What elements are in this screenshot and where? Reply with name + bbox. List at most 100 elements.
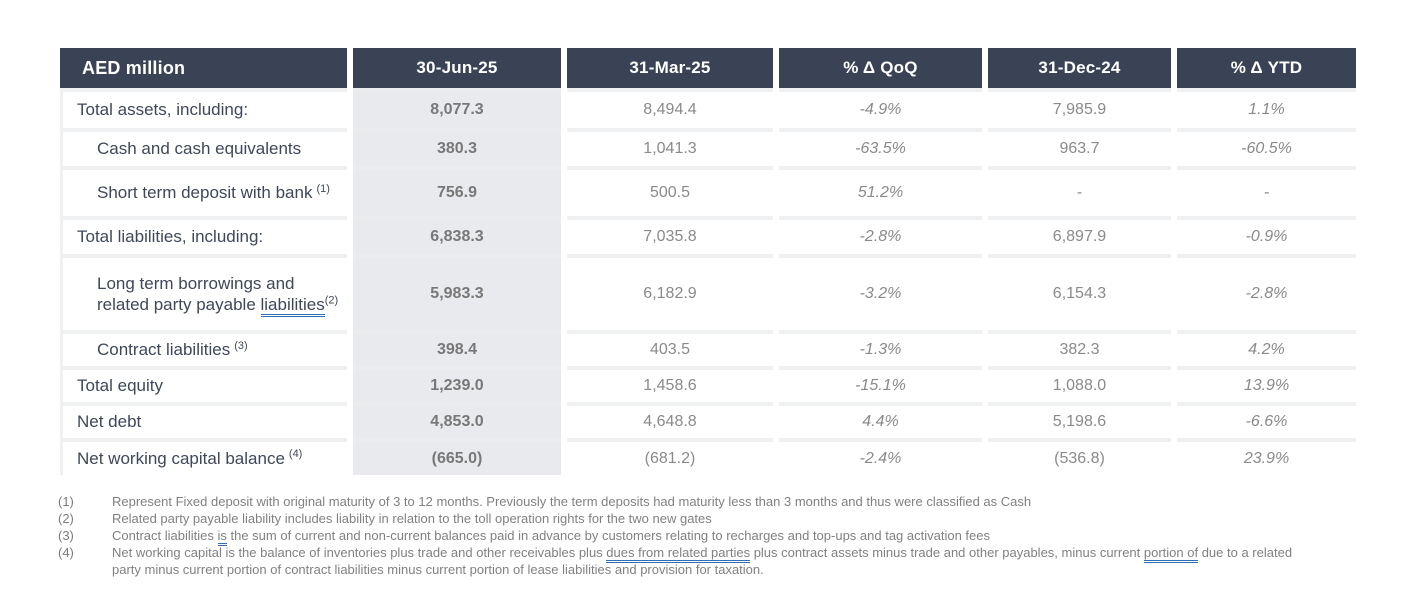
footnote-text: due to a related party minus current por… (112, 545, 1293, 577)
footnote-text: Net working capital is the balance of in… (112, 544, 1317, 578)
value-cell: -15.1% (779, 366, 982, 402)
row-label-text: Contract liabilities (3) (97, 339, 248, 360)
value-cell: -63.5% (779, 128, 982, 166)
row-label-text: Short term deposit with bank (97, 183, 313, 203)
balance-sheet-table: AED million 30-Jun-25 31-Mar-25 % Δ QoQ … (60, 48, 1356, 475)
value-cell: 6,154.3 (988, 254, 1171, 330)
value-cell: 1,458.6 (567, 366, 773, 402)
footnote-ref: (2) (324, 294, 339, 307)
row-label-text: Long term borrowings and related party p… (97, 273, 341, 317)
column-header-30-jun-25: 30-Jun-25 (353, 48, 561, 88)
grammar-underline: dues from related parties (606, 545, 751, 563)
row-label-contract-liabilities: Contract liabilities (3) (60, 330, 347, 366)
row-label-net-working-capital: Net working capital balance (4) (60, 438, 347, 475)
value-cell: -3.2% (779, 254, 982, 330)
value-cell: -0.9% (1177, 216, 1356, 254)
value-cell: 7,035.8 (567, 216, 773, 254)
column-header-pct-ytd: % Δ YTD (1177, 48, 1356, 88)
value-cell: 8,077.3 (353, 88, 561, 128)
row-label-text: Short term deposit with bank (1) (97, 182, 330, 203)
value-cell: -2.4% (779, 438, 982, 475)
row-label-net-debt: Net debt (60, 402, 347, 438)
value-cell: 4.4% (779, 402, 982, 438)
value-cell: 1,088.0 (988, 366, 1171, 402)
value-cell: 6,838.3 (353, 216, 561, 254)
footnote-2: (2) Related party payable liability incl… (58, 510, 1358, 527)
value-cell: 1,239.0 (353, 366, 561, 402)
value-cell: 756.9 (353, 166, 561, 216)
row-label-text: Long term borrowings and related party p… (97, 273, 295, 314)
value-cell: 8,494.4 (567, 88, 773, 128)
footnote-text: plus contract assets minus trade and oth… (750, 545, 1144, 560)
value-cell: 5,983.3 (353, 254, 561, 330)
row-label-total-assets: Total assets, including: (60, 88, 347, 128)
value-cell: -1.3% (779, 330, 982, 366)
footnote-text: Represent Fixed deposit with original ma… (112, 494, 1032, 509)
grammar-underline: is (217, 528, 227, 546)
value-cell: 1.1% (1177, 88, 1356, 128)
value-cell: -60.5% (1177, 128, 1356, 166)
value-cell: 51.2% (779, 166, 982, 216)
value-cell: 6,182.9 (567, 254, 773, 330)
footnote-text: Net working capital is the balance of in… (112, 545, 607, 560)
row-label-text: Net working capital balance (4) (77, 448, 302, 469)
column-header-31-dec-24: 31-Dec-24 (988, 48, 1171, 88)
footnote-text: the sum of current and non-current balan… (226, 528, 991, 543)
value-cell: 4.2% (1177, 330, 1356, 366)
row-label-text: Contract liabilities (97, 340, 231, 360)
footnote-text: Contract liabilities (112, 528, 218, 543)
row-label-long-term-borrowings: Long term borrowings and related party p… (60, 254, 347, 330)
value-cell: 380.3 (353, 128, 561, 166)
row-label-text: Total assets, including: (77, 100, 249, 120)
footnote-marker: (4) (58, 545, 74, 560)
value-cell: - (988, 166, 1171, 216)
row-label-text: Net debt (77, 412, 142, 432)
value-cell: 7,985.9 (988, 88, 1171, 128)
footnote-marker: (2) (58, 511, 74, 526)
column-header-pct-qoq: % Δ QoQ (779, 48, 982, 88)
row-label-text: Total equity (77, 376, 163, 396)
grammar-underline: portion of (1143, 545, 1199, 563)
value-cell: -6.6% (1177, 402, 1356, 438)
value-cell: 1,041.3 (567, 128, 773, 166)
row-label-short-term-deposit: Short term deposit with bank (1) (60, 166, 347, 216)
footnote-text: Related party payable liability includes… (112, 511, 712, 526)
value-cell: 4,853.0 (353, 402, 561, 438)
value-cell: 963.7 (988, 128, 1171, 166)
footnote-4: (4) Net working capital is the balance o… (58, 544, 1358, 578)
value-cell: 23.9% (1177, 438, 1356, 475)
value-cell: (536.8) (988, 438, 1171, 475)
footnote-3: (3) Contract liabilities is the sum of c… (58, 527, 1358, 546)
value-cell: (681.2) (567, 438, 773, 475)
footnote-marker: (1) (58, 494, 74, 509)
row-label-text: Net working capital balance (77, 448, 285, 468)
footnote-1: (1) Represent Fixed deposit with origina… (58, 493, 1358, 510)
footnote-marker: (3) (58, 528, 74, 543)
value-cell: - (1177, 166, 1356, 216)
value-cell: -2.8% (1177, 254, 1356, 330)
value-cell: 4,648.8 (567, 402, 773, 438)
row-label-total-liabilities: Total liabilities, including: (60, 216, 347, 254)
footnote-ref: (3) (234, 339, 248, 352)
row-label-text: Cash and cash equivalents (97, 139, 302, 159)
footnote-text: Contract liabilities is the sum of curre… (112, 527, 1317, 546)
value-cell: 382.3 (988, 330, 1171, 366)
value-cell: 500.5 (567, 166, 773, 216)
value-cell: 398.4 (353, 330, 561, 366)
grammar-underline: liabilities (260, 295, 325, 317)
footnote-ref: (4) (288, 448, 303, 461)
row-label-cash: Cash and cash equivalents (60, 128, 347, 166)
footnotes: (1) Represent Fixed deposit with origina… (58, 493, 1358, 578)
value-cell: 5,198.6 (988, 402, 1171, 438)
value-cell: 6,897.9 (988, 216, 1171, 254)
row-label-total-equity: Total equity (60, 366, 347, 402)
column-header-aed-million: AED million (60, 48, 347, 88)
value-cell: -2.8% (779, 216, 982, 254)
row-label-text: Total liabilities, including: (77, 227, 264, 247)
column-header-31-mar-25: 31-Mar-25 (567, 48, 773, 88)
footnote-ref: (1) (316, 182, 330, 195)
value-cell: -4.9% (779, 88, 982, 128)
value-cell: 403.5 (567, 330, 773, 366)
value-cell: (665.0) (353, 438, 561, 475)
value-cell: 13.9% (1177, 366, 1356, 402)
